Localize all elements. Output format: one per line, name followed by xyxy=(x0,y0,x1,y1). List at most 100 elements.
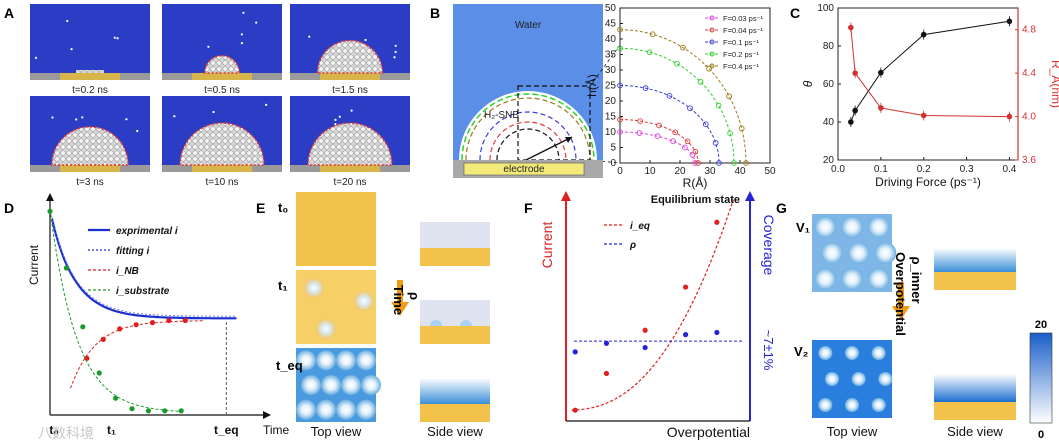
data-point xyxy=(852,107,858,114)
data-point xyxy=(617,129,623,135)
legend-label: F=0.4 ps⁻¹ xyxy=(723,62,759,71)
electrode xyxy=(192,73,252,80)
i-eq-point xyxy=(572,407,578,413)
nanobubble xyxy=(871,346,886,360)
y-tick-label: 30 xyxy=(605,65,617,76)
stray-molecule xyxy=(81,116,84,119)
x-tick-label: 10 xyxy=(644,166,656,177)
nanobubble xyxy=(203,54,241,74)
data-point xyxy=(920,112,927,119)
watermark: 八数科境 xyxy=(38,426,94,442)
x-tick-label: 0.3 xyxy=(960,164,974,175)
legend-label: i_substrate xyxy=(116,286,170,297)
y-axis-label: h(Å) xyxy=(584,74,599,97)
nanobubble xyxy=(321,375,341,395)
legend-marker xyxy=(709,27,715,33)
rho-point xyxy=(642,344,648,351)
stray-molecule xyxy=(51,116,54,119)
legend-marker xyxy=(709,51,715,57)
data-point xyxy=(726,93,732,100)
side-view-t0 xyxy=(420,222,490,248)
nanobubble xyxy=(825,372,839,386)
rho-label: ρ xyxy=(407,292,422,300)
nanobubble xyxy=(316,39,384,74)
snapshot-time-label: t=10 ns xyxy=(205,177,238,188)
nanobubble xyxy=(845,398,859,412)
stray-molecule xyxy=(242,11,245,14)
stray-molecule xyxy=(173,115,176,118)
x-axis-arrow xyxy=(263,411,271,419)
nanobubble xyxy=(871,398,886,412)
electrode xyxy=(320,73,380,80)
top-view-t0 xyxy=(296,192,376,266)
side-view-v2 xyxy=(934,374,1016,402)
zoom-box xyxy=(517,85,591,161)
panel-b-schematic: Water H₂-SNB electrode xyxy=(453,4,621,178)
x-tick-label: t_eq xyxy=(214,423,239,437)
x-axis-label: Time xyxy=(263,423,290,437)
time-arrow xyxy=(397,280,403,302)
nanobubble xyxy=(341,375,361,395)
y2-tick-label: 4.0 xyxy=(1022,112,1036,123)
data-point xyxy=(646,49,653,56)
y-axis-label: θ xyxy=(801,80,815,87)
stray-molecule xyxy=(334,122,337,126)
y-tick-label: 45 xyxy=(605,19,617,30)
y-tick-label: 25 xyxy=(605,81,617,92)
x-axis-label: Overpotential xyxy=(667,424,750,440)
series-line xyxy=(850,27,1010,118)
nanobubble xyxy=(841,268,863,290)
data-point xyxy=(617,116,623,123)
series-line xyxy=(619,85,720,164)
data-point xyxy=(682,144,688,151)
nanobubble xyxy=(821,242,843,264)
x-tick-label: 0.0 xyxy=(831,164,845,175)
y-tick-label: 100 xyxy=(817,3,834,14)
chart-title: Equilibrium state xyxy=(651,194,740,206)
x-tick-label: 0.4 xyxy=(1002,164,1016,175)
electrode xyxy=(192,165,252,172)
data-point xyxy=(692,160,698,166)
state-v2: V₂ xyxy=(794,344,809,359)
state-v1: V₁ xyxy=(796,220,810,235)
data-point xyxy=(852,70,858,76)
series-line xyxy=(619,119,699,164)
panel-label-e: E xyxy=(256,200,265,216)
x-tick-label: 50 xyxy=(764,166,776,177)
legend-label: F=0.1 ps⁻¹ xyxy=(723,38,759,47)
x-axis-label: Driving Force (ps⁻¹) xyxy=(875,175,981,189)
nanobubble xyxy=(845,346,859,360)
top-view-label-g: Top view xyxy=(827,424,878,439)
x-tick-label: 0 xyxy=(617,166,623,177)
nanobubble xyxy=(847,242,870,264)
left-axis-arrow xyxy=(561,191,571,201)
x-tick-label: 0.2 xyxy=(917,164,931,175)
nanobubble xyxy=(818,398,833,412)
nanobubble xyxy=(307,122,393,166)
y-axis-label: Current xyxy=(27,244,41,285)
stray-molecule xyxy=(34,56,38,59)
y-tick-label: 60 xyxy=(823,79,835,90)
x-tick-label: 30 xyxy=(704,166,716,177)
i-nb-point xyxy=(182,317,188,324)
nanobubble xyxy=(179,122,265,166)
radius-arrow xyxy=(525,136,573,161)
legend-label: i_eq xyxy=(630,221,650,232)
stray-molecule xyxy=(240,41,244,45)
panel-label-b: B xyxy=(430,5,440,21)
side-view-t1 xyxy=(420,300,490,326)
nanobubble xyxy=(296,350,316,371)
stray-molecule xyxy=(364,38,367,42)
stray-molecule xyxy=(393,56,396,59)
data-point xyxy=(848,119,854,125)
data-point xyxy=(642,85,649,91)
series-line xyxy=(850,20,1010,123)
y-tick-label: 0 xyxy=(610,158,616,169)
y2-tick-label: 4.8 xyxy=(1022,25,1036,36)
legend-label: F=0.04 ps⁻¹ xyxy=(723,26,764,35)
fitting-current xyxy=(51,216,237,317)
stray-molecule xyxy=(136,129,139,133)
y-tick-label: 20 xyxy=(605,96,617,107)
electrode xyxy=(60,165,120,172)
data-point xyxy=(738,125,745,132)
